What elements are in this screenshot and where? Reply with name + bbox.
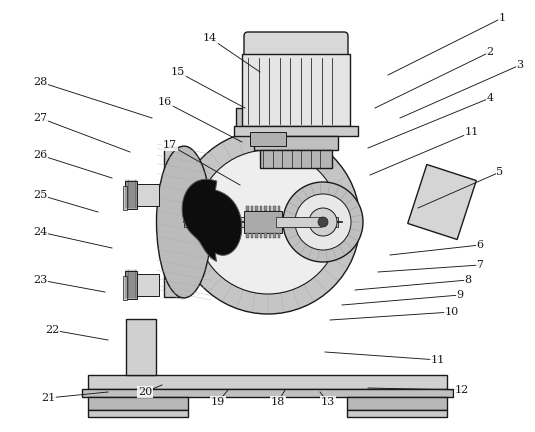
Bar [264,233,267,238]
Bar [236,108,300,128]
Bar [250,206,253,211]
Bar [255,233,258,238]
Text: 27: 27 [33,113,47,123]
Bar [273,206,276,211]
Text: 5: 5 [496,167,503,177]
Text: 6: 6 [477,240,484,250]
Bar [135,184,159,206]
Bar [273,233,276,238]
Text: 1: 1 [499,13,506,23]
Text: 21: 21 [41,393,55,403]
Text: 20: 20 [138,387,152,397]
Text: 11: 11 [431,355,445,365]
Circle shape [176,130,360,314]
Text: 18: 18 [271,397,285,407]
Bar [250,132,286,146]
Text: 23: 23 [33,275,47,285]
Polygon shape [182,179,242,261]
Bar [254,136,338,150]
Text: 28: 28 [33,77,47,87]
Text: 14: 14 [203,33,217,43]
Text: 16: 16 [158,97,172,107]
Ellipse shape [157,146,211,298]
Bar [88,410,188,417]
Bar [135,274,159,296]
Bar [276,217,321,227]
Bar [260,150,332,168]
Text: 10: 10 [445,307,459,317]
Bar [242,54,350,126]
Bar [123,276,127,300]
Text: 2: 2 [486,47,494,57]
Text: 12: 12 [455,385,469,395]
Text: 7: 7 [477,260,484,270]
Bar [244,211,282,233]
Bar [234,126,358,136]
Text: 9: 9 [456,290,463,300]
Text: 17: 17 [163,140,177,150]
Text: 24: 24 [33,227,47,237]
Text: 4: 4 [486,93,494,103]
Text: 11: 11 [465,127,479,137]
Bar [259,233,262,238]
Bar [278,206,280,211]
Bar [126,319,156,375]
Bar [82,389,453,397]
Bar [347,410,447,417]
Bar [125,271,137,299]
Bar [123,186,127,210]
Polygon shape [408,165,476,239]
Circle shape [318,217,328,227]
Circle shape [309,208,337,236]
Bar [269,206,271,211]
Circle shape [196,150,340,294]
Text: 3: 3 [516,60,524,70]
Bar [184,217,338,227]
Bar [250,233,253,238]
Bar [255,206,258,211]
Bar [88,375,447,389]
Text: 22: 22 [45,325,59,335]
Bar [259,206,262,211]
Text: 13: 13 [321,397,335,407]
FancyBboxPatch shape [244,32,348,58]
Text: 19: 19 [211,397,225,407]
Circle shape [283,182,363,262]
Text: 15: 15 [171,67,185,77]
Bar [269,233,271,238]
Bar [278,233,280,238]
Text: 8: 8 [464,275,471,285]
Text: 26: 26 [33,150,47,160]
Bar [264,206,267,211]
Bar [125,181,137,209]
Bar [88,397,188,410]
Circle shape [295,194,351,250]
Bar [164,147,184,297]
Bar [246,233,249,238]
Bar [246,206,249,211]
Text: 25: 25 [33,190,47,200]
Bar [347,397,447,410]
